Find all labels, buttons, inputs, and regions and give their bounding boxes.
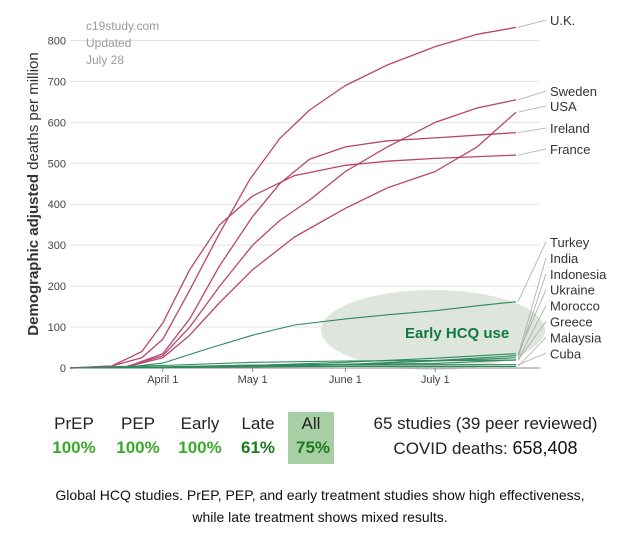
leader-line [517, 352, 547, 366]
series-label-usa: USA [550, 99, 577, 114]
leader-line [517, 321, 547, 361]
leader-line [517, 241, 547, 302]
series-line-cuba [69, 364, 517, 369]
x-tick-label: June 1 [329, 374, 362, 386]
y-tick-label: 500 [48, 158, 66, 170]
stat-pep: PEP 100% [112, 412, 164, 460]
series-label-u-k-: U.K. [550, 13, 575, 28]
y-tick-label: 800 [48, 35, 66, 47]
caption-line-1: Global HCQ studies. PrEP, PEP, and early… [55, 487, 585, 503]
series-label-greece: Greece [550, 315, 593, 330]
series-label-ukraine: Ukraine [550, 283, 595, 298]
stat-label: Late [241, 414, 275, 433]
chart-svg: 0 100 200 300 400 500 600 700 800 April 1 May 1 Jun… [25, 13, 607, 386]
y-tick-label: 400 [48, 199, 66, 211]
x-tick-label: April 1 [147, 374, 178, 386]
series-line-sweden [69, 99, 517, 369]
stat-label: Early [180, 414, 220, 433]
series-label-ireland: Ireland [550, 121, 590, 136]
caption: Global HCQ studies. PrEP, PEP, and early… [0, 484, 640, 528]
chart: 0 100 200 300 400 500 600 700 800 April 1 May 1 Jun… [25, 13, 607, 386]
series-label-india: India [550, 251, 579, 266]
stat-late: Late 61% [236, 412, 280, 460]
series-line-france [69, 154, 517, 369]
series-label-sweden: Sweden [550, 84, 597, 99]
leader-line [517, 105, 547, 113]
source-note: c19study.com Updated July 28 [86, 18, 159, 69]
series-label-france: France [550, 142, 590, 157]
series-label-malaysia: Malaysia [550, 330, 602, 345]
stat-prep: PrEP 100% [48, 412, 100, 460]
summary: 65 studies (39 peer reviewed) COVID deat… [353, 412, 618, 461]
caption-line-2: while late treatment shows mixed results… [192, 509, 448, 525]
deaths-line: COVID deaths: 658,408 [353, 436, 618, 461]
leader-line [517, 148, 547, 156]
stat-label: All [301, 414, 321, 433]
y-tick-label: 0 [60, 363, 66, 375]
stat-label: PEP [120, 414, 156, 433]
deaths-label: COVID deaths: [393, 439, 513, 458]
stat-value: 100% [116, 438, 160, 457]
series-label-morocco: Morocco [550, 299, 600, 314]
hcq-annotation: Early HCQ use [405, 325, 509, 342]
leader-line [517, 127, 547, 133]
y-axis-title-bold: Demographic adjusted [25, 174, 42, 336]
stat-early: Early 100% [174, 412, 226, 460]
x-tick-label: July 1 [421, 374, 450, 386]
y-tick-label: 600 [48, 117, 66, 129]
y-axis-title-rest: deaths per million [25, 52, 42, 174]
stat-all: All 75% [288, 412, 334, 464]
leader-line [517, 305, 547, 360]
leader-line [517, 337, 547, 367]
source-updated-date: July 28 [86, 53, 125, 67]
stat-value: 61% [240, 438, 276, 457]
stat-value: 100% [52, 438, 96, 457]
deaths-value: 658,408 [512, 438, 578, 458]
source-updated-label: Updated [86, 36, 132, 50]
series-label-indonesia: Indonesia [550, 267, 607, 282]
series-label-turkey: Turkey [550, 235, 590, 250]
stat-value: 75% [296, 438, 331, 457]
leader-line [517, 257, 547, 356]
leader-line [517, 90, 547, 101]
series-line-u-k- [69, 26, 517, 369]
leader-line [517, 289, 547, 354]
series-label-cuba: Cuba [550, 346, 582, 361]
stat-label: PrEP [54, 414, 94, 433]
source-site: c19study.com [86, 19, 160, 33]
y-axis-title: Demographic adjusted deaths per million [25, 52, 42, 335]
series-line-greece [69, 359, 517, 369]
studies-count: 65 studies (39 peer reviewed) [373, 414, 598, 433]
series-line-turkey [69, 301, 517, 369]
stats-panel: PrEP 100% PEP 100% Early 100% Late 61% A… [0, 412, 640, 468]
y-tick-label: 300 [48, 240, 66, 252]
y-tick-label: 200 [48, 281, 66, 293]
y-tick-label: 100 [48, 322, 66, 334]
leader-line [517, 19, 547, 28]
series-line-ireland [69, 131, 517, 369]
y-tick-label: 700 [48, 76, 66, 88]
hcq-shaded-region [321, 290, 545, 370]
series-line-usa [69, 111, 517, 369]
x-tick-label: May 1 [238, 374, 268, 386]
stat-value: 100% [178, 438, 222, 457]
